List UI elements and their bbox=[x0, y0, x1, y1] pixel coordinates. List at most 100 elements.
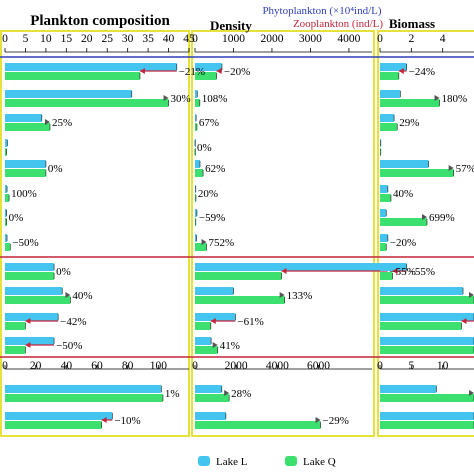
change-label-p2-13: −29% bbox=[323, 415, 349, 427]
bar-p2-lake-l-1 bbox=[195, 90, 198, 98]
change-arrowhead-p2-8 bbox=[281, 268, 287, 274]
change-arrowhead-p2-13 bbox=[315, 417, 321, 423]
bar-p1-lake-l-10 bbox=[5, 313, 59, 321]
tick-label-p3-a1-0: 0 bbox=[377, 33, 383, 45]
bar-p2-lake-q-2 bbox=[195, 123, 197, 131]
bar-p3-lake-l-8 bbox=[380, 263, 407, 271]
change-label-p3-2: 29% bbox=[399, 117, 419, 129]
change-label-p2-11: 41% bbox=[220, 340, 240, 352]
change-arrowhead-p1-11 bbox=[25, 342, 31, 348]
phytoplankton-unit-label: Phytoplankton (×10⁴ind/L) bbox=[262, 5, 381, 17]
bar-p3-lake-q-12 bbox=[380, 394, 474, 402]
legend-swatch-lake-l bbox=[198, 456, 210, 466]
bar-p3-lake-l-13 bbox=[380, 412, 474, 420]
tick-label-p1-a1-2: 10 bbox=[40, 33, 52, 45]
bar-p3-lake-l-6 bbox=[380, 209, 387, 217]
change-label-p3-0: −24% bbox=[409, 66, 435, 78]
change-arrowhead-p1-1 bbox=[163, 95, 169, 101]
bar-p1-lake-l-12 bbox=[5, 385, 162, 393]
change-label-p2-12: 28% bbox=[231, 388, 251, 400]
bar-p1-lake-q-11 bbox=[5, 346, 26, 354]
bar-p1-lake-q-10 bbox=[5, 322, 26, 330]
bar-p3-lake-q-11 bbox=[380, 346, 474, 354]
tick-label-p1-a1-0: 0 bbox=[2, 33, 8, 45]
change-label-p3-6: 699% bbox=[429, 212, 455, 224]
change-arrowhead-p1-2 bbox=[44, 119, 50, 125]
bar-p1-lake-l-11 bbox=[5, 337, 55, 345]
tick-label-p2-a1-2: 2000 bbox=[260, 33, 283, 45]
change-arrowhead-p2-11 bbox=[212, 342, 218, 348]
bar-p1-lake-q-1 bbox=[5, 99, 169, 107]
bar-p2-lake-q-3 bbox=[195, 148, 196, 156]
bar-p2-lake-l-12 bbox=[195, 385, 222, 393]
bar-p3-lake-l-9 bbox=[380, 287, 464, 295]
tick-label-p3-a1-2: 4 bbox=[440, 33, 446, 45]
bar-p3-lake-q-7 bbox=[380, 243, 387, 251]
bar-p1-lake-l-8 bbox=[5, 263, 55, 271]
bar-p3-lake-q-9 bbox=[380, 296, 474, 304]
change-label-p1-5: 100% bbox=[11, 188, 37, 200]
change-label-p2-7: 752% bbox=[209, 237, 235, 249]
change-arrowhead-p3-1 bbox=[434, 95, 440, 101]
change-label-p1-0: −21% bbox=[179, 66, 205, 78]
change-label-p3-4: 57% bbox=[456, 163, 474, 175]
bar-p3-lake-l-11 bbox=[380, 337, 474, 345]
change-arrowhead-p2-10 bbox=[210, 318, 216, 324]
change-arrowhead-p1-0 bbox=[139, 68, 145, 74]
change-label-p1-9: 40% bbox=[72, 290, 92, 302]
tick-label-p1-a1-8: 40 bbox=[163, 33, 175, 45]
tick-label-p1-a1-7: 35 bbox=[142, 33, 154, 45]
bar-p3-lake-q-4 bbox=[380, 169, 454, 177]
change-label-p3-5: 40% bbox=[393, 188, 413, 200]
change-label-p2-9: 133% bbox=[287, 290, 313, 302]
change-label-p1-2: 25% bbox=[52, 117, 72, 129]
tick-label-p1-a1-5: 25 bbox=[101, 33, 113, 45]
change-label-p1-11: −50% bbox=[56, 340, 82, 352]
bar-p2-lake-l-4 bbox=[195, 160, 201, 168]
bar-p2-lake-l-11 bbox=[195, 337, 212, 345]
change-arrowhead-p2-7 bbox=[201, 239, 207, 245]
change-arrowhead-p3-0 bbox=[398, 68, 404, 74]
biomass-title: Biomass bbox=[389, 16, 435, 31]
bar-p3-lake-q-2 bbox=[380, 123, 398, 131]
panel-frame-2 bbox=[191, 30, 375, 437]
bar-p3-lake-q-8 bbox=[380, 272, 393, 280]
bar-p2-lake-l-2 bbox=[195, 114, 197, 122]
bar-p1-lake-l-3 bbox=[5, 139, 8, 147]
change-label-p2-0: −20% bbox=[224, 66, 250, 78]
panel-frame-3 bbox=[377, 30, 474, 437]
bar-p2-lake-q-5 bbox=[195, 194, 196, 202]
legend-label-lake-l: Lake L bbox=[216, 456, 248, 468]
bar-p3-lake-l-10 bbox=[380, 313, 474, 321]
bar-p1-lake-q-2 bbox=[5, 123, 50, 131]
bar-p1-lake-l-5 bbox=[5, 185, 8, 193]
change-label-p2-10: −61% bbox=[237, 316, 263, 328]
legend-swatch-lake-q bbox=[285, 456, 297, 466]
bar-p2-lake-l-6 bbox=[195, 209, 197, 217]
bar-p1-lake-l-7 bbox=[5, 234, 8, 242]
change-arrowhead-p2-9 bbox=[279, 292, 285, 298]
bar-p1-lake-q-7 bbox=[5, 243, 11, 251]
bar-p2-lake-q-8 bbox=[195, 272, 282, 280]
legend-label-lake-q: Lake Q bbox=[303, 456, 336, 468]
bar-p1-lake-l-2 bbox=[5, 114, 42, 122]
change-label-p2-8: −55% bbox=[389, 266, 415, 278]
bar-p1-lake-q-0 bbox=[5, 72, 140, 80]
tick-label-p1-a1-1: 5 bbox=[23, 33, 29, 45]
bar-p1-lake-l-1 bbox=[5, 90, 132, 98]
bar-p1-lake-q-5 bbox=[5, 194, 10, 202]
change-label-p3-8: −55% bbox=[409, 266, 435, 278]
change-arrowhead-p1-10 bbox=[25, 318, 31, 324]
bar-p1-lake-l-0 bbox=[5, 63, 177, 71]
change-arrowhead-p2-12 bbox=[224, 390, 230, 396]
bars-layer bbox=[5, 63, 474, 429]
change-arrowhead-p2-0 bbox=[216, 68, 222, 74]
bar-p3-lake-l-0 bbox=[380, 63, 407, 71]
change-label-p1-13: −10% bbox=[114, 415, 140, 427]
bar-p2-lake-l-13 bbox=[195, 412, 226, 420]
bar-p2-lake-q-12 bbox=[195, 394, 230, 402]
change-arrowhead-p3-9 bbox=[469, 292, 474, 298]
tick-label-p1-a1-4: 20 bbox=[81, 33, 93, 45]
change-label-p1-10: −42% bbox=[60, 316, 86, 328]
